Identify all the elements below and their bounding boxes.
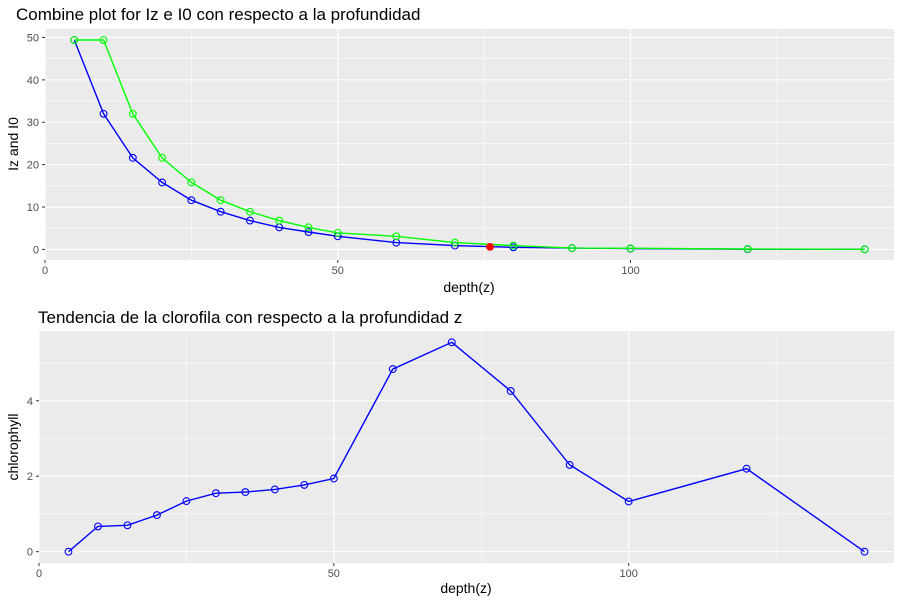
data-point xyxy=(626,244,635,253)
chart-title: Combine plot for Iz e I0 con respecto a … xyxy=(16,5,420,24)
chart-chlorophyll: Tendencia de la clorofila con respecto a… xyxy=(5,308,894,596)
y-tick-label: 30 xyxy=(27,117,39,129)
x-tick-label: 100 xyxy=(621,265,639,277)
data-point xyxy=(275,216,284,225)
data-point xyxy=(388,365,397,374)
x-tick-label: 0 xyxy=(42,265,48,277)
y-tick-label: 2 xyxy=(27,471,33,483)
gridlines xyxy=(44,29,894,260)
data-point xyxy=(743,245,752,253)
data-point xyxy=(94,522,102,531)
gridlines xyxy=(38,331,894,563)
data-point xyxy=(70,36,79,44)
data-point xyxy=(447,338,456,347)
x-tick-label: 100 xyxy=(619,568,637,580)
y-axis: 0 2 4 xyxy=(27,396,39,559)
data-point xyxy=(304,228,313,236)
y-tick-label: 0 xyxy=(33,244,39,256)
y-tick-label: 0 xyxy=(27,547,33,559)
data-point xyxy=(158,153,167,162)
data-point xyxy=(450,238,459,247)
data-point xyxy=(245,216,254,225)
data-point xyxy=(216,196,225,205)
data-point xyxy=(565,460,574,469)
data-point xyxy=(123,521,132,530)
data-point xyxy=(182,497,191,506)
chart-title: Tendencia de la clorofila con respecto a… xyxy=(38,308,462,327)
data-point xyxy=(245,207,254,216)
series-group xyxy=(64,338,869,556)
y-axis-label: Iz and I0 xyxy=(5,117,21,171)
plot-panel xyxy=(39,331,894,563)
y-tick-label: 20 xyxy=(27,160,39,172)
x-tick-label: 50 xyxy=(328,568,340,580)
data-point xyxy=(304,223,313,232)
plot-panel xyxy=(45,29,894,260)
highlight-point xyxy=(486,242,494,251)
y-tick-label: 10 xyxy=(27,202,39,214)
x-tick-label: 0 xyxy=(36,568,42,580)
chart-light-intensity: Combine plot for Iz e I0 con respecto a … xyxy=(5,5,894,295)
y-tick-label: 40 xyxy=(27,75,39,87)
series-line xyxy=(68,341,865,553)
data-point xyxy=(211,489,220,498)
x-tick-label: 50 xyxy=(332,265,344,277)
data-point xyxy=(128,109,137,118)
x-axis-label: depth(z) xyxy=(440,580,491,596)
series-line xyxy=(74,39,865,251)
y-tick-label: 50 xyxy=(27,32,39,44)
data-point xyxy=(329,474,338,483)
data-point xyxy=(128,153,137,162)
series-group xyxy=(70,36,869,254)
data-point xyxy=(509,241,518,250)
data-point xyxy=(99,109,108,118)
data-point xyxy=(99,36,108,44)
data-point xyxy=(742,464,751,473)
data-point xyxy=(158,178,167,187)
x-axis: 0 50 100 xyxy=(36,563,638,580)
data-point xyxy=(624,497,633,506)
data-point xyxy=(187,178,196,187)
data-point xyxy=(860,245,869,254)
x-axis: 0 50 100 xyxy=(42,260,640,277)
data-point xyxy=(392,232,401,241)
data-point xyxy=(568,244,576,253)
x-axis-label: depth(z) xyxy=(443,279,494,295)
y-axis-label: chlorophyll xyxy=(5,414,21,481)
data-point xyxy=(216,207,225,216)
data-point xyxy=(860,547,869,556)
data-point xyxy=(333,228,342,237)
y-tick-label: 4 xyxy=(27,396,33,408)
data-point xyxy=(152,511,161,520)
y-axis: 0 10 20 30 40 50 xyxy=(27,32,45,256)
data-point xyxy=(241,488,250,497)
data-point xyxy=(270,485,279,494)
data-point xyxy=(187,196,196,205)
data-point xyxy=(300,480,309,489)
data-point xyxy=(64,547,73,556)
data-point xyxy=(506,387,515,395)
